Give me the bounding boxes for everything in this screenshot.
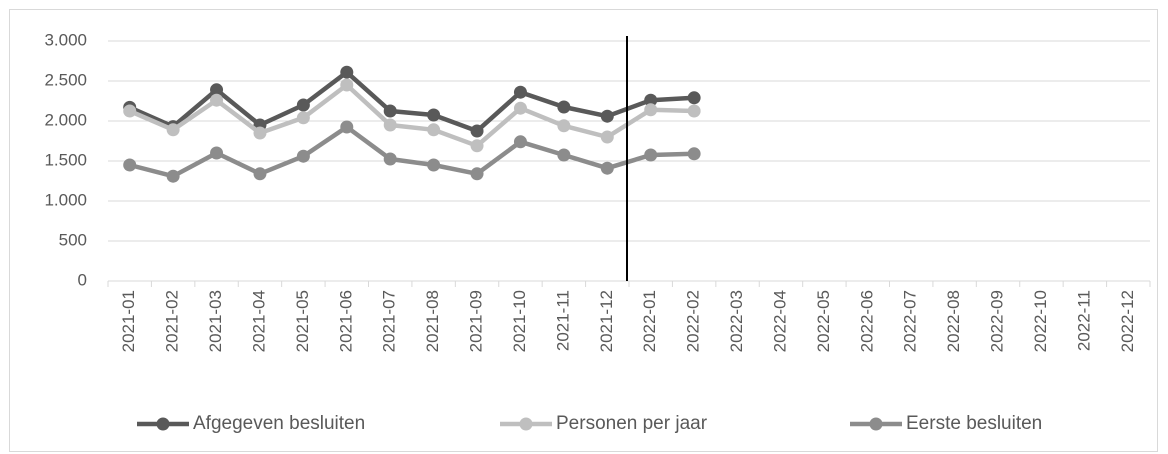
series-line [129,124,695,179]
x-tick-label: 2022-02 [684,290,703,352]
grid [107,40,1151,287]
y-tick-label: 1.000 [44,190,87,209]
data-point [600,109,614,123]
x-tick-label: 2022-10 [1031,290,1050,352]
y-tick-label: 1.500 [44,150,87,169]
data-point [427,123,441,137]
data-point [253,126,267,140]
data-point [600,161,614,175]
data-point [470,124,484,138]
data-point [557,100,571,114]
data-point [644,93,658,107]
data-point [513,135,527,149]
data-point [600,130,614,144]
x-tick-label: 2021-04 [249,290,268,352]
x-tick-label: 2021-11 [553,290,572,351]
x-tick-label: 2021-05 [293,290,312,352]
data-point [123,104,137,118]
data-point [296,149,310,163]
x-tick-label: 2021-10 [510,290,529,352]
data-point [687,91,701,105]
data-point [470,167,484,181]
data-point [166,169,180,183]
data-point [123,158,137,172]
x-tick-label: 2021-08 [423,290,442,352]
data-point [296,98,310,112]
y-tick-label: 2.500 [44,70,87,89]
data-point [383,118,397,132]
x-tick-label: 2022-06 [857,290,876,352]
data-point [557,148,571,162]
x-tick-label: 2021-06 [336,290,355,352]
data-point [513,101,527,115]
legend-marker [156,417,170,431]
x-tick-label: 2022-11 [1074,290,1093,351]
x-tick-label: 2022-03 [727,290,746,352]
x-tick-label: 2021-03 [206,290,225,352]
data-point [166,123,180,137]
data-point [253,167,267,181]
x-tick-label: 2022-12 [1118,290,1137,352]
x-tick-label: 2022-05 [814,290,833,352]
legend-marker [519,417,533,431]
y-tick-label: 500 [59,230,87,249]
y-tick-label: 3.000 [44,30,87,49]
legend-label: Afgegeven besluiten [193,413,365,434]
x-tick-label: 2021-01 [119,290,138,352]
data-point [644,148,658,162]
data-point [383,104,397,118]
x-tick-label: 2022-01 [640,290,659,352]
x-tick-label: 2022-04 [770,290,789,352]
series-line [128,69,695,134]
data-point [557,119,571,133]
data-point [340,120,354,134]
data-point [644,103,658,117]
x-tick-label: 2021-07 [380,290,399,352]
plot-area [123,65,701,183]
data-point [427,158,441,172]
x-tick-label: 2022-09 [988,290,1007,352]
data-point [340,78,354,92]
data-point [296,111,310,125]
data-point [210,93,224,107]
data-point [687,147,701,161]
x-tick-label: 2021-12 [597,290,616,352]
y-tick-label: 0 [78,270,87,289]
data-point [687,104,701,118]
chart-frame [9,9,1158,452]
data-point [210,146,224,160]
x-tick-label: 2022-08 [944,290,963,352]
data-point [383,152,397,166]
data-point [210,83,224,97]
series-line [128,82,695,149]
x-tick-label: 2021-09 [467,290,486,352]
legend-label: Personen per jaar [556,413,708,434]
x-tick-label: 2021-02 [163,290,182,352]
data-point [513,85,527,99]
data-point [427,108,441,122]
legend-marker [869,417,883,431]
data-point [470,139,484,153]
legend-label: Eerste besluiten [906,413,1042,434]
x-tick-label: 2022-07 [901,290,920,352]
y-tick-label: 2.000 [44,110,87,129]
data-point [340,65,354,79]
